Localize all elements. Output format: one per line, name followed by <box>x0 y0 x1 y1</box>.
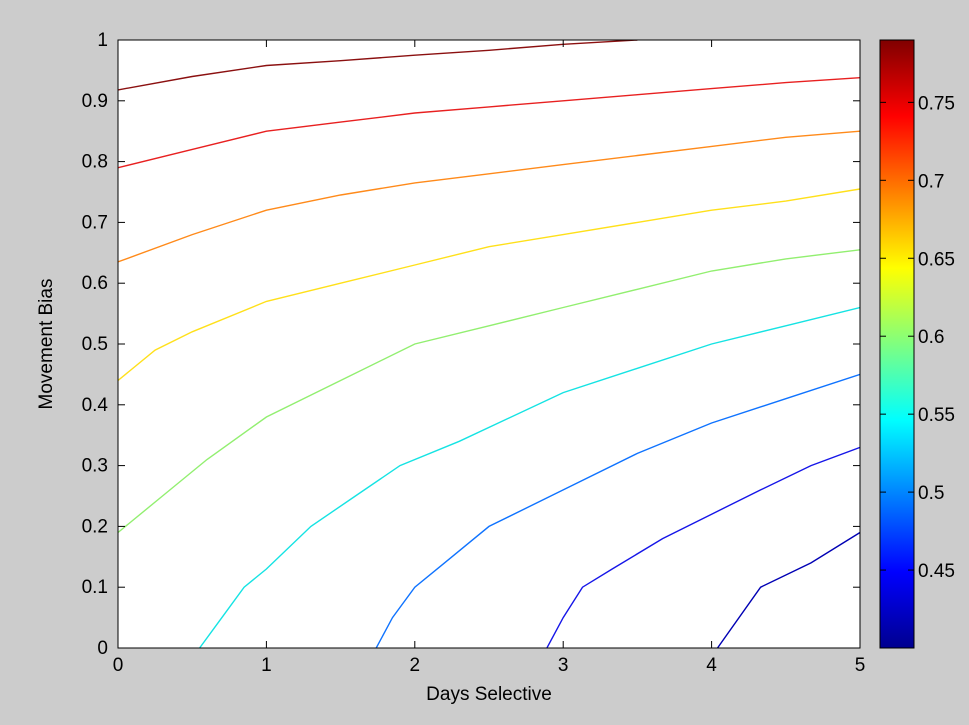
contour-lines <box>118 40 860 648</box>
y-tick-label: 0.5 <box>82 334 108 355</box>
contour-line-0.6 <box>118 249 860 534</box>
colorbar-tick-label: 0.75 <box>918 93 955 114</box>
x-axis-ticks: 0 1 2 3 4 5 <box>113 40 866 676</box>
x-tick-label: 4 <box>706 655 717 676</box>
x-tick-label: 0 <box>113 655 124 676</box>
colorbar-tick-label: 0.65 <box>918 249 955 270</box>
y-axis-label: Movement Bias <box>36 279 57 410</box>
contour-line-0.55 <box>199 306 860 648</box>
y-tick-label: 0.3 <box>82 456 108 477</box>
colorbar-tick-label: 0.7 <box>918 171 944 192</box>
y-tick-label: 0.7 <box>82 212 108 233</box>
y-tick-label: 0.9 <box>82 91 108 112</box>
colorbar-tick-label: 0.6 <box>918 327 944 348</box>
plot-area <box>118 40 860 648</box>
y-tick-label: 0 <box>97 638 108 659</box>
colorbar-ticks: 0.45 0.5 0.55 0.6 0.65 0.7 0.75 <box>880 93 955 582</box>
contour-line-0.43 <box>716 531 860 648</box>
colorbar-frame <box>879 39 915 649</box>
contour-line-0.7 <box>118 130 860 263</box>
colorbar <box>880 40 914 648</box>
contour-line-0.51 <box>375 373 860 648</box>
plot-frame <box>117 39 861 649</box>
contour-line-0.78 <box>118 40 638 91</box>
contour-line-0.75 <box>118 77 860 169</box>
y-tick-label: 0.4 <box>82 395 109 416</box>
contour-line-0.47 <box>546 446 860 648</box>
x-axis-label: Days Selective <box>426 684 552 705</box>
y-tick-label: 0.1 <box>82 577 108 598</box>
y-tick-label: 0.6 <box>82 273 108 294</box>
x-tick-label: 3 <box>558 655 569 676</box>
y-axis-ticks: 0 0.1 0.2 0.3 0.4 0.5 0.6 0.7 0.8 0.9 1 <box>82 30 860 659</box>
colorbar-tick-label: 0.5 <box>918 483 944 504</box>
y-tick-label: 0.2 <box>82 516 108 537</box>
contour-line-0.65 <box>118 188 860 382</box>
colorbar-tick-label: 0.45 <box>918 561 955 582</box>
y-tick-label: 0.8 <box>82 152 108 173</box>
x-tick-label: 2 <box>410 655 421 676</box>
y-tick-label: 1 <box>97 30 108 51</box>
x-tick-label: 5 <box>855 655 866 676</box>
colorbar-tick-label: 0.55 <box>918 405 955 426</box>
x-tick-label: 1 <box>261 655 272 676</box>
